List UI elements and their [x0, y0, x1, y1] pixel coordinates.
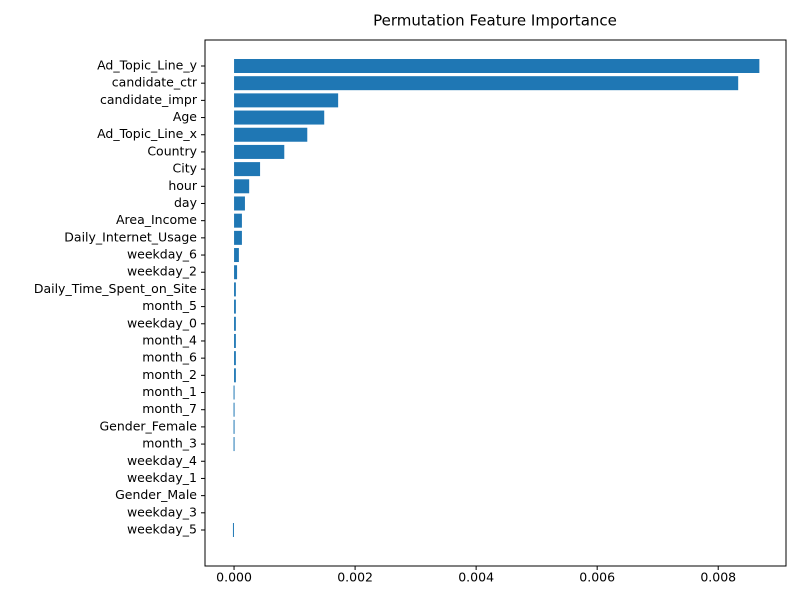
y-tick-label: weekday_0	[127, 315, 197, 330]
y-tick-label: weekday_4	[127, 453, 197, 468]
y-tick-label: month_4	[142, 332, 197, 347]
y-tick-label: month_7	[142, 401, 197, 416]
chart-title: Permutation Feature Importance	[373, 12, 617, 30]
bar	[232, 523, 234, 537]
bar	[234, 351, 236, 366]
y-tick-label: Ad_Topic_Line_y	[97, 58, 198, 73]
x-tick-label: 0.006	[579, 570, 615, 585]
bar	[234, 59, 760, 73]
bar	[233, 419, 235, 434]
bar	[234, 76, 739, 91]
y-tick-label: weekday_6	[127, 247, 197, 262]
y-tick-label: day	[174, 195, 198, 210]
x-tick-label: 0.000	[216, 570, 252, 585]
y-tick-label: Daily_Internet_Usage	[64, 229, 197, 244]
y-tick-label: Age	[173, 109, 197, 124]
bar	[234, 368, 236, 383]
bar	[233, 437, 235, 452]
bar	[234, 179, 250, 194]
bar	[234, 213, 242, 228]
bar	[234, 93, 339, 108]
y-tick-label: candidate_ctr	[112, 75, 198, 90]
y-tick-label: weekday_2	[127, 264, 197, 279]
bar	[234, 144, 285, 159]
y-tick-label: Gender_Female	[99, 418, 197, 433]
x-tick-label: 0.002	[337, 570, 373, 585]
bar	[234, 110, 325, 125]
y-tick-label: month_5	[142, 298, 197, 313]
bar	[234, 282, 236, 297]
y-tick-label: Ad_Topic_Line_x	[97, 126, 197, 141]
y-tick-label: Daily_Time_Spent_on_Site	[34, 281, 197, 296]
y-tick-label: weekday_5	[127, 522, 197, 537]
y-tick-label: City	[173, 161, 198, 176]
x-tick-label: 0.004	[458, 570, 494, 585]
y-tick-label: weekday_3	[127, 504, 197, 519]
y-tick-label: month_3	[142, 436, 197, 451]
y-tick-label: Area_Income	[116, 212, 197, 227]
bar	[234, 265, 238, 280]
bar	[234, 333, 236, 348]
bar	[233, 385, 235, 400]
bar	[233, 402, 235, 417]
bar	[234, 162, 261, 177]
y-tick-label: month_6	[142, 350, 197, 365]
y-tick-label: month_2	[142, 367, 197, 382]
y-tick-label: hour	[168, 178, 197, 193]
y-tick-label: month_1	[142, 384, 197, 399]
x-tick-label: 0.008	[700, 570, 736, 585]
bar	[234, 230, 242, 245]
bar	[234, 127, 308, 142]
y-tick-label: candidate_impr	[100, 92, 198, 107]
bar	[234, 248, 239, 263]
plot-frame	[204, 39, 787, 567]
y-tick-label: Country	[147, 143, 197, 158]
bar	[234, 196, 245, 211]
bar	[234, 299, 236, 314]
bar	[234, 316, 236, 331]
y-tick-label: weekday_1	[127, 470, 197, 485]
y-tick-label: Gender_Male	[115, 487, 197, 502]
